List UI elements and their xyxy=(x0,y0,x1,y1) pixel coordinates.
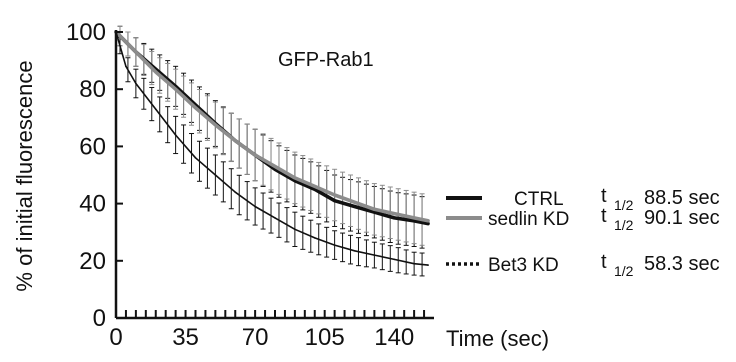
sedlin-kd-data-point xyxy=(234,139,237,142)
ctrl-halftime-value: 88.5 sec xyxy=(644,187,720,209)
chart-title: GFP-Rab1 xyxy=(278,49,374,71)
ctrl-data-point xyxy=(413,219,415,222)
sedlin-kd-halftime-symbol: t xyxy=(601,205,607,227)
x-tick-label: 70 xyxy=(242,324,269,351)
bet3-kd-data-point xyxy=(393,258,396,261)
bet3-kd-halftime-value: 58.3 sec xyxy=(644,253,720,275)
sedlin-kd-data-point xyxy=(393,212,396,215)
bet3-kd-data-point xyxy=(294,228,296,231)
sedlin-kd-legend-label: sedlin KD xyxy=(488,209,569,230)
sedlin-kd-data-point xyxy=(174,88,177,90)
sedlin-kd-data-point xyxy=(135,51,137,53)
ctrl-data-point xyxy=(373,211,376,213)
sedlin-kd-halftime-value: 90.1 sec xyxy=(644,207,720,229)
bet3-kd-halftime-symbol: t xyxy=(601,251,607,273)
sedlin-kd-data-point xyxy=(373,208,376,211)
bet3-kd-data-point xyxy=(154,108,157,111)
sedlin-kd-data-point xyxy=(333,194,336,196)
bet3-kd-data-point xyxy=(174,134,177,136)
sedlin-kd-data-point xyxy=(214,124,217,126)
x-tick-label: 105 xyxy=(305,324,345,351)
ctrl-halftime-subscript: 1/2 xyxy=(614,197,634,213)
sedlin-kd-halftime-subscript: 1/2 xyxy=(614,217,634,233)
ctrl-data-point xyxy=(294,179,296,182)
bet3-kd-data-point xyxy=(333,244,336,246)
ctrl-data-point xyxy=(274,168,276,171)
bet3-kd-data-point xyxy=(373,254,376,256)
bet3-kd-data-point xyxy=(254,205,256,208)
legend: CTRL t 1/2 88.5 sec sedlin KD t 1/2 90.1 sec Bet… xyxy=(446,185,720,279)
bet3-kd-halftime-subscript: 1/2 xyxy=(614,263,634,279)
x-tick-label: 140 xyxy=(374,324,414,351)
series-lines xyxy=(114,30,430,266)
sedlin-kd-data-point xyxy=(254,154,256,156)
bet3-kd-legend-label: Bet3 KD xyxy=(488,255,559,276)
bet3-kd-data-point xyxy=(274,217,276,219)
x-axis-title: Time (sec) xyxy=(446,326,549,351)
bet3-kd-data-point xyxy=(353,249,356,252)
bet3-kd-data-point xyxy=(413,262,415,265)
ctrl-data-point xyxy=(427,222,429,225)
sedlin-kd-data-point xyxy=(154,71,157,73)
tick-labels: 0 20 40 60 80 100 0 35 70 105 140 xyxy=(66,19,414,351)
y-tick-label: 40 xyxy=(79,191,106,218)
ctrl-data-point xyxy=(313,188,316,191)
sedlin-kd-data-point xyxy=(313,185,316,188)
x-tick-label: 35 xyxy=(172,324,199,351)
bet3-kd-data-point xyxy=(234,191,237,193)
x-ticks xyxy=(115,310,426,318)
ctrl-data-point xyxy=(333,199,336,202)
y-tick-label: 80 xyxy=(79,76,106,103)
axes xyxy=(114,30,434,320)
bet3-kd-data-point xyxy=(214,174,217,176)
sedlin-kd-data-point xyxy=(353,201,356,203)
bet3-kd-data-point xyxy=(125,65,127,68)
ctrl-data-point xyxy=(353,205,356,208)
ctrl-data-point xyxy=(393,217,396,219)
ctrl-halftime-symbol: t xyxy=(601,185,607,207)
y-axis-title: % of initial fluorescence xyxy=(12,60,37,291)
bet3-kd-data-point xyxy=(194,157,197,159)
y-tick-label: 100 xyxy=(66,19,106,46)
sedlin-kd-data-point xyxy=(294,177,296,179)
ctrl-series-line xyxy=(114,30,430,226)
ctrl-legend-label: CTRL xyxy=(514,189,564,210)
error-bars xyxy=(117,25,425,277)
y-ticks xyxy=(116,31,123,319)
y-tick-label: 0 xyxy=(93,305,106,332)
sedlin-kd-data-point xyxy=(194,106,197,109)
sedlin-kd-data-point xyxy=(274,165,276,168)
bet3-kd-series-line xyxy=(115,31,429,266)
bet3-kd-data-point xyxy=(427,264,429,266)
x-tick-label: 0 xyxy=(109,324,122,351)
sedlin-kd-data-point xyxy=(413,217,415,219)
y-tick-label: 60 xyxy=(79,133,106,160)
y-tick-label: 20 xyxy=(79,248,106,275)
bet3-kd-data-point xyxy=(313,237,316,239)
sedlin-kd-data-point xyxy=(427,219,429,222)
bet3-kd-data-point xyxy=(135,82,137,85)
